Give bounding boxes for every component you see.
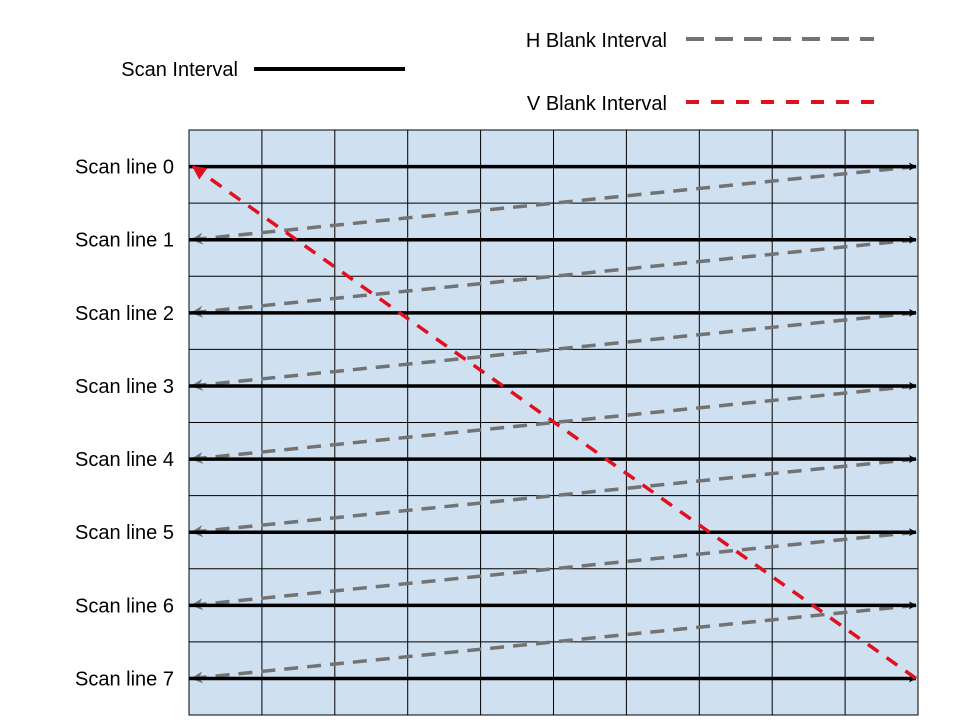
h-blank-return-arrow — [190, 164, 917, 245]
h-blank-return-arrow — [190, 237, 917, 318]
legend-scan-label: Scan Interval — [121, 59, 238, 81]
legend-hblank-label: H Blank Interval — [526, 30, 667, 52]
legend-h-blank-interval: H Blank Interval — [526, 30, 874, 52]
scan-line-label: Scan line 5 — [75, 522, 174, 544]
legend-v-blank-interval: V Blank Interval — [527, 93, 874, 115]
h-blank-arrows — [190, 164, 917, 684]
scan-line-label: Scan line 4 — [75, 449, 174, 471]
v-blank-arrow — [191, 165, 918, 680]
h-blank-return-arrow — [190, 603, 917, 684]
scan-line-labels: Scan line 0 Scan line 1 Scan line 2 Scan li… — [75, 157, 174, 691]
scan-line-label: Scan line 0 — [75, 157, 174, 179]
legend-scan-interval: Scan Interval — [121, 59, 405, 81]
legend-vblank-label: V Blank Interval — [527, 93, 667, 115]
scan-arrows — [189, 162, 917, 683]
h-blank-return-arrow — [190, 384, 917, 464]
h-blank-return-arrow — [190, 457, 917, 538]
h-blank-return-arrow — [190, 530, 917, 611]
scan-line-label: Scan line 2 — [75, 303, 174, 325]
v-blank-return-arrow — [191, 165, 918, 680]
scan-line-label: Scan line 1 — [75, 230, 174, 252]
h-blank-return-arrow — [190, 311, 917, 391]
legend: Scan Interval H Blank Interval V Blank I… — [121, 30, 874, 115]
scan-line-label: Scan line 7 — [75, 668, 174, 690]
scan-line-label: Scan line 3 — [75, 376, 174, 398]
scan-line-label: Scan line 6 — [75, 595, 174, 617]
